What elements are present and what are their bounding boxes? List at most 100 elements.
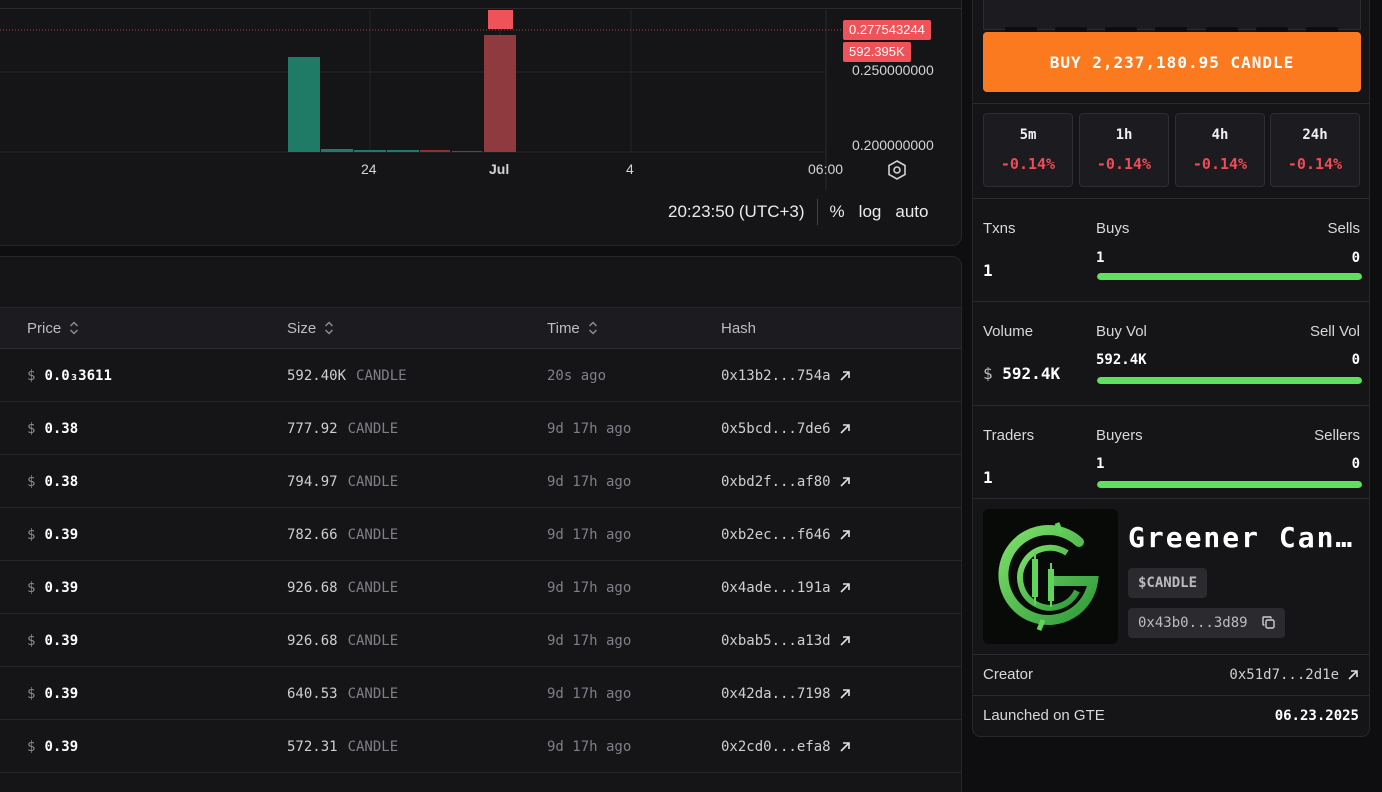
trade-row[interactable]: $ 0.39 782.66 CANDLE 9d 17h ago 0xb2ec..… [0, 508, 961, 561]
trade-time: 20s ago [547, 367, 607, 384]
trade-row[interactable]: $ 0.39 926.68 CANDLE 9d 17h ago 0x4ade..… [0, 561, 961, 614]
trade-hash-link[interactable]: 0x13b2...754a [721, 349, 851, 402]
price-column-header[interactable]: Price [27, 320, 79, 337]
amount-slider[interactable] [983, 0, 1361, 32]
token-ticker-badge: $CANDLE [1128, 568, 1208, 598]
trade-hash-link[interactable]: 0xb2ec...f646 [721, 508, 851, 561]
trade-row[interactable]: $ 0.39 572.31 CANDLE 9d 17h ago 0x2cd0..… [0, 720, 961, 773]
trade-size-cell: 777.92 CANDLE [287, 402, 398, 455]
chart-footer: 20:23:50 (UTC+3) % log auto [668, 198, 942, 226]
currency-symbol: $ [27, 420, 36, 437]
trade-hash-link[interactable]: 0xbd2f...af80 [721, 455, 851, 508]
trade-hash-link[interactable]: 0xbab5...a13d [721, 614, 851, 667]
currency-symbol: $ [27, 579, 36, 596]
trade-row[interactable]: $ 0.39 926.68 CANDLE 9d 17h ago 0xbab5..… [0, 614, 961, 667]
currency-symbol: $ [27, 738, 36, 755]
trade-size-cell: 782.66 CANDLE [287, 508, 398, 561]
sellers-value: 0 [1351, 456, 1360, 472]
trade-hash-link[interactable]: 0x42da...7198 [721, 667, 851, 720]
buys-value: 1 [1096, 250, 1105, 266]
txns-label: Txns [983, 220, 1016, 237]
trade-hash-link[interactable]: 0x5bcd...7de6 [721, 402, 851, 455]
trade-price: 0.38 [44, 420, 79, 437]
slider-step[interactable] [1306, 27, 1338, 32]
timeframe-label: 5m [1019, 127, 1037, 143]
trades-table-body: $ 0.0₃3611 592.40K CANDLE 20s ago 0x13b2… [0, 349, 961, 773]
trade-hash: 0xbd2f...af80 [721, 473, 831, 490]
slider-step[interactable] [1055, 27, 1087, 32]
percent-toggle[interactable]: % [829, 202, 845, 221]
volume-bar [420, 150, 450, 152]
x-tick-label: 24 [361, 161, 377, 177]
trade-row[interactable]: $ 0.38 777.92 CANDLE 9d 17h ago 0x5bcd..… [0, 402, 961, 455]
currency-symbol: $ [27, 367, 36, 384]
trade-size-unit: CANDLE [347, 738, 399, 755]
launched-label: Launched on GTE [983, 707, 1105, 724]
trade-size: 640.53 [287, 685, 338, 702]
txns-total: 1 [983, 261, 993, 280]
chart-settings-icon[interactable] [886, 159, 908, 181]
time-column-header[interactable]: Time [547, 320, 598, 337]
sells-label: Sells [1327, 220, 1360, 237]
timeframe-5m[interactable]: 5m -0.14% [983, 113, 1073, 187]
sort-icon [588, 321, 597, 335]
volume-bar [321, 149, 353, 152]
trade-price: 0.0₃3611 [44, 367, 112, 384]
buys-label: Buys [1096, 220, 1130, 237]
timeframe-1h[interactable]: 1h -0.14% [1079, 113, 1169, 187]
buyer-seller-ratio-bar [1097, 481, 1362, 488]
slider-step[interactable] [1105, 27, 1137, 32]
trade-size-cell: 572.31 CANDLE [287, 720, 398, 773]
trade-size-cell: 926.68 CANDLE [287, 614, 398, 667]
trade-price: 0.39 [44, 632, 79, 649]
trade-row[interactable]: $ 0.38 794.97 CANDLE 9d 17h ago 0xbd2f..… [0, 455, 961, 508]
slider-step[interactable] [1206, 27, 1238, 32]
creator-link[interactable]: 0x51d7...2d1e [1229, 667, 1359, 683]
price-candle [488, 10, 513, 29]
volume-bar [484, 35, 516, 152]
price-chart[interactable] [0, 0, 962, 246]
external-link-icon [1348, 670, 1358, 680]
trades-tab-bar [0, 257, 961, 308]
slider-step[interactable] [1256, 27, 1288, 32]
currency-symbol: $ [983, 364, 993, 383]
trade-size-unit: CANDLE [356, 367, 407, 384]
token-logo-icon [998, 522, 1099, 631]
slider-step[interactable] [1005, 27, 1037, 32]
external-link-icon [840, 423, 850, 434]
trade-hash-link[interactable]: 0x2cd0...efa8 [721, 720, 851, 773]
size-column-header[interactable]: Size [287, 320, 334, 337]
currency-symbol: $ [27, 526, 36, 543]
trade-row[interactable]: $ 0.39 640.53 CANDLE 9d 17h ago 0x42da..… [0, 667, 961, 720]
currency-symbol: $ [27, 685, 36, 702]
slider-step[interactable] [1155, 27, 1187, 32]
trade-hash: 0xbab5...a13d [721, 632, 831, 649]
trade-size: 592.40K [287, 367, 347, 384]
x-tick-label: 4 [626, 161, 634, 177]
trade-size: 926.68 [287, 632, 338, 649]
trade-size: 782.66 [287, 526, 338, 543]
timeframe-label: 24h [1302, 127, 1328, 143]
trade-row[interactable]: $ 0.0₃3611 592.40K CANDLE 20s ago 0x13b2… [0, 349, 961, 402]
trade-price-cell: $ 0.39 [27, 508, 78, 561]
trade-hash-link[interactable]: 0x4ade...191a [721, 561, 851, 614]
timeframe-label: 1h [1115, 127, 1133, 143]
trade-price-cell: $ 0.38 [27, 402, 78, 455]
token-address: 0x43b0...3d89 [1138, 615, 1248, 631]
buy-button[interactable]: BUY 2,237,180.95 CANDLE [983, 32, 1361, 92]
timeframe-24h[interactable]: 24h -0.14% [1270, 113, 1360, 187]
token-address-copy[interactable]: 0x43b0...3d89 [1128, 608, 1286, 638]
external-link-icon [840, 370, 850, 381]
log-toggle[interactable]: log [858, 202, 882, 221]
volume-label: Volume [983, 323, 1034, 340]
y-tick-label: 0.200000000 [852, 137, 934, 153]
trade-size-cell: 794.97 CANDLE [287, 455, 398, 508]
traders-total: 1 [983, 468, 993, 487]
timeframe-4h[interactable]: 4h -0.14% [1175, 113, 1265, 187]
auto-toggle[interactable]: auto [895, 202, 929, 221]
launch-date: 06.23.2025 [1274, 708, 1359, 724]
timeframe-change: -0.14% [1192, 155, 1248, 173]
buy-vol-value: 592.4K [1096, 352, 1147, 368]
trade-hash: 0x13b2...754a [721, 367, 831, 384]
trade-time: 9d 17h ago [547, 473, 632, 490]
